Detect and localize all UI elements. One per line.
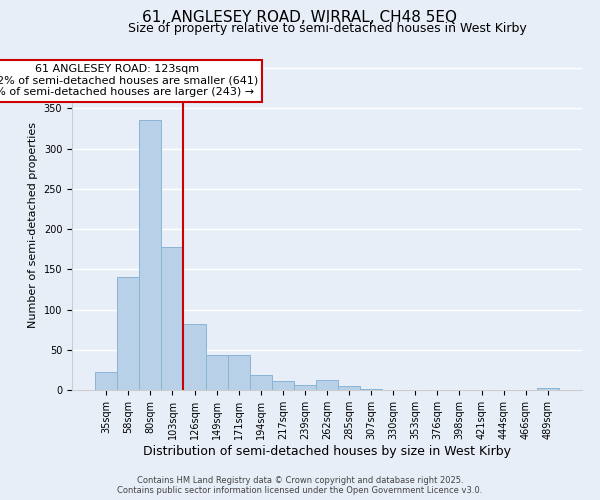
Bar bbox=[338, 386, 360, 390]
Text: 61 ANGLESEY ROAD: 123sqm
← 72% of semi-detached houses are smaller (641)
27% of : 61 ANGLESEY ROAD: 123sqm ← 72% of semi-d… bbox=[0, 64, 258, 97]
X-axis label: Distribution of semi-detached houses by size in West Kirby: Distribution of semi-detached houses by … bbox=[143, 444, 511, 458]
Title: Size of property relative to semi-detached houses in West Kirby: Size of property relative to semi-detach… bbox=[128, 22, 526, 35]
Y-axis label: Number of semi-detached properties: Number of semi-detached properties bbox=[28, 122, 38, 328]
Bar bbox=[227, 354, 250, 390]
Bar bbox=[117, 278, 139, 390]
Bar bbox=[206, 354, 227, 390]
Bar bbox=[316, 380, 338, 390]
Bar bbox=[161, 246, 184, 390]
Bar bbox=[360, 389, 382, 390]
Bar bbox=[95, 372, 117, 390]
Bar bbox=[139, 120, 161, 390]
Bar bbox=[184, 324, 206, 390]
Text: Contains HM Land Registry data © Crown copyright and database right 2025.
Contai: Contains HM Land Registry data © Crown c… bbox=[118, 476, 482, 495]
Bar bbox=[537, 388, 559, 390]
Bar bbox=[272, 381, 294, 390]
Text: 61, ANGLESEY ROAD, WIRRAL, CH48 5EQ: 61, ANGLESEY ROAD, WIRRAL, CH48 5EQ bbox=[143, 10, 458, 25]
Bar bbox=[294, 385, 316, 390]
Bar bbox=[250, 374, 272, 390]
